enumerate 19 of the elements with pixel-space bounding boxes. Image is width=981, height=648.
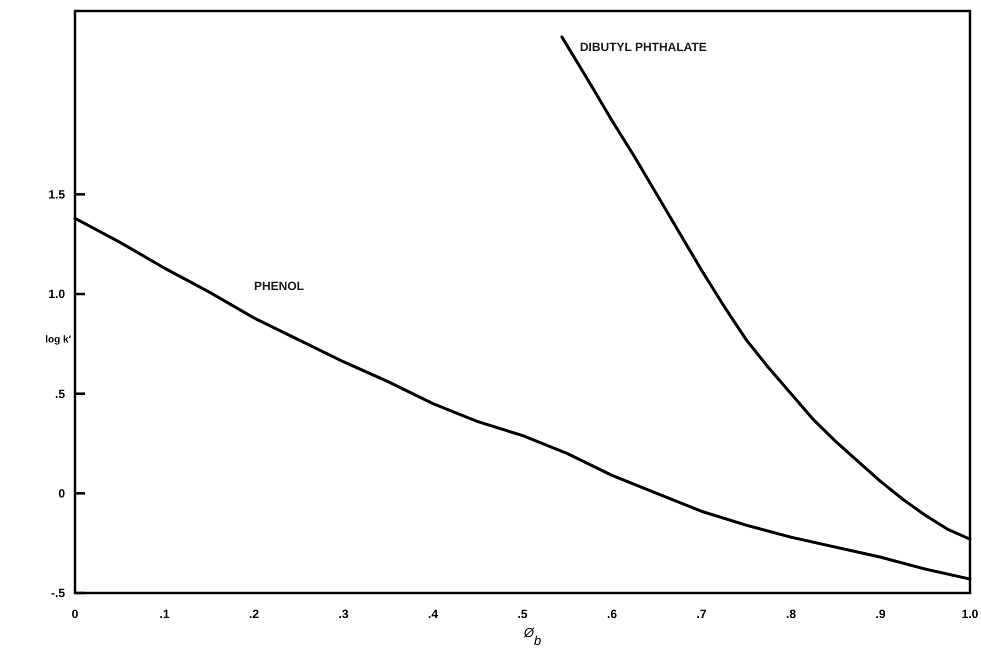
y-tick-label: .5 — [54, 386, 66, 401]
x-tick-label: 0 — [72, 607, 79, 621]
x-tick-label: .9 — [875, 607, 886, 621]
x-tick-label: .7 — [696, 607, 707, 621]
x-tick-label: .4 — [428, 607, 438, 621]
x-tick-label: .3 — [338, 607, 349, 621]
y-tick-label: -.5 — [50, 586, 66, 600]
x-tick-label: 1.0 — [962, 607, 979, 621]
series-label: DIBUTYL PHTHALATE — [580, 40, 707, 54]
y-tick-label: 0 — [58, 486, 66, 501]
x-tick-label: .6 — [606, 607, 618, 621]
x-tick-label: .5 — [517, 607, 528, 621]
series-label: PHENOL — [254, 278, 304, 293]
y-axis-title: log k′ — [45, 334, 72, 346]
x-tick-label: .1 — [159, 607, 170, 621]
x-tick-label: .2 — [248, 607, 260, 621]
x-tick-label: .8 — [786, 607, 796, 621]
y-tick-label: 1.5 — [48, 188, 66, 202]
y-tick-label: 1.0 — [48, 287, 66, 302]
